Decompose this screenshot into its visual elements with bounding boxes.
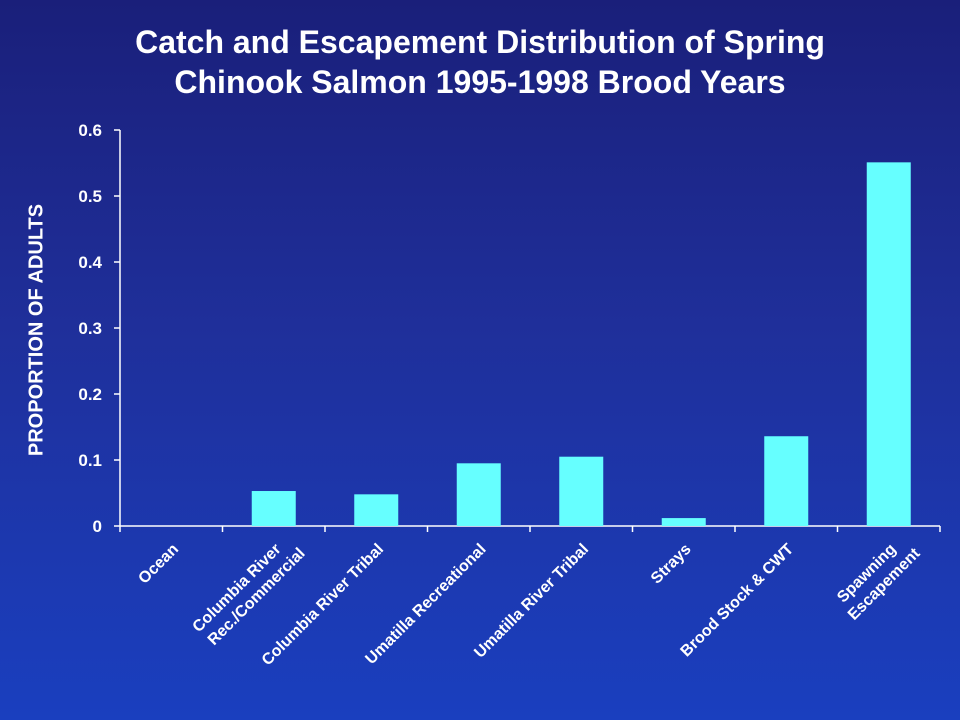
- y-tick-label: 0: [93, 517, 102, 536]
- chart-bars: [251, 162, 911, 526]
- chart-title: Catch and Escapement Distribution of Spr…: [0, 22, 960, 102]
- y-tick-label: 0.2: [78, 385, 102, 404]
- bar: [866, 162, 911, 526]
- x-tick-label: Ocean: [135, 541, 182, 588]
- chart-axes: [119, 130, 941, 532]
- bar: [456, 463, 501, 526]
- x-tick-label-line: Umatilla Recreational: [362, 541, 489, 668]
- x-tick-label: Umatilla River Tribal: [471, 541, 592, 662]
- x-tick-label: Umatilla Recreational: [362, 541, 489, 668]
- x-tick-label-line: Ocean: [135, 541, 182, 588]
- x-tick-label-line: Brood Stock & CWT: [678, 541, 798, 661]
- x-tick-label: Strays: [648, 541, 695, 588]
- bar: [661, 518, 706, 526]
- chart-title-line-1: Catch and Escapement Distribution of Spr…: [135, 24, 825, 60]
- x-axis-tick-labels: Ocean Columbia RiverRec./CommercialColumb…: [135, 530, 924, 669]
- bar: [559, 456, 604, 526]
- chart-title-line-2: Chinook Salmon 1995-1998 Brood Years: [174, 64, 786, 100]
- bar: [764, 436, 809, 526]
- y-tick-label: 0.1: [78, 451, 102, 470]
- y-axis-ticks: 0 0.1 0.2 0.3 0.4 0.5 0.6: [78, 121, 120, 536]
- y-tick-label: 0.3: [78, 319, 102, 338]
- y-tick-label: 0.6: [78, 121, 102, 140]
- y-tick-label: 0.5: [78, 187, 102, 206]
- x-tick-label-line: Strays: [648, 541, 695, 588]
- x-tick-label: Brood Stock & CWT: [678, 541, 798, 661]
- bar: [251, 491, 296, 526]
- bar: [354, 494, 399, 526]
- x-tick-label-line: Umatilla River Tribal: [471, 541, 592, 662]
- y-tick-label: 0.4: [78, 253, 102, 272]
- x-tick-label: SpawningEscapement: [831, 530, 924, 623]
